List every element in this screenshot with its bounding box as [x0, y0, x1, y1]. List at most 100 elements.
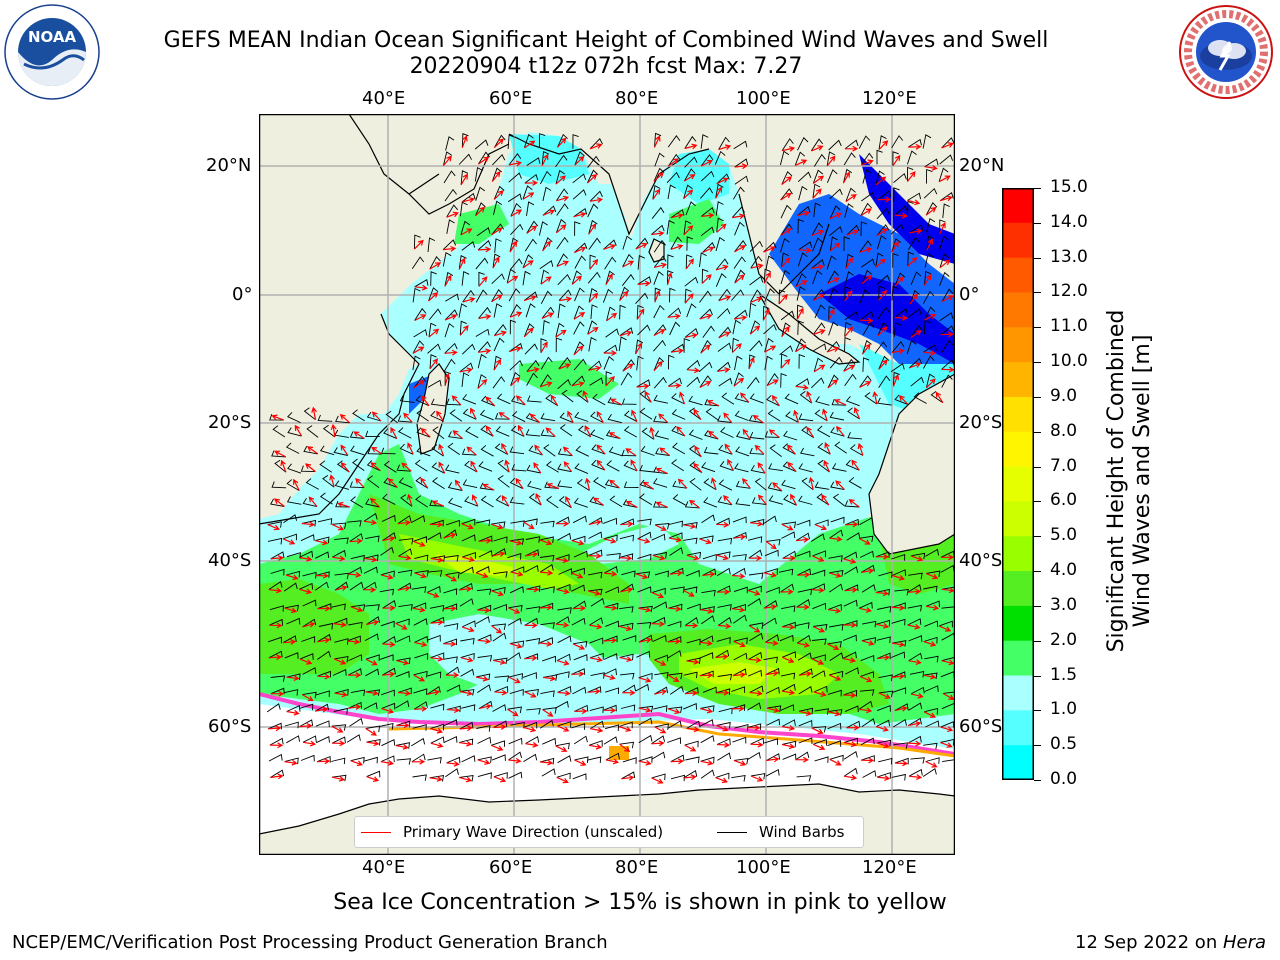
- colorbar-tick-label: 13.0: [1050, 246, 1088, 267]
- wave-direction-arrow: [429, 521, 444, 528]
- wind-barb: [689, 461, 703, 474]
- wind-barb: [763, 568, 778, 575]
- wind-barb: [299, 653, 314, 660]
- wave-direction-arrow: [670, 213, 684, 219]
- wind-barb: [653, 394, 668, 404]
- wind-barb: [588, 219, 598, 235]
- wave-direction-arrow: [637, 537, 651, 544]
- wind-barb: [684, 740, 699, 748]
- wave-direction-arrow: [491, 227, 503, 236]
- wind-barb: [769, 444, 782, 457]
- wave-direction-arrow: [556, 260, 570, 267]
- wind-barb: [780, 672, 796, 680]
- wind-barb: [811, 569, 826, 577]
- wind-barb: [907, 604, 922, 612]
- wind-barb: [844, 705, 859, 713]
- wind-barb: [587, 320, 598, 335]
- wind-barb: [844, 373, 857, 387]
- wind-barb: [491, 167, 502, 182]
- wind-barb: [397, 687, 412, 695]
- wave-direction-arrow: [459, 690, 473, 696]
- wind-barb: [876, 772, 891, 779]
- wind-barb: [672, 480, 687, 489]
- wind-barb: [317, 518, 333, 525]
- wave-direction-arrow: [545, 427, 556, 437]
- wave-direction-arrow: [878, 140, 889, 151]
- wave-direction-arrow: [589, 656, 603, 663]
- wind-barb: [798, 241, 813, 251]
- wind-barb: [618, 721, 633, 729]
- wind-barb: [588, 740, 603, 747]
- wave-direction-arrow: [844, 326, 854, 338]
- wave-direction-arrow: [541, 312, 555, 319]
- wave-direction-arrow: [492, 551, 506, 558]
- wave-direction-arrow: [413, 540, 426, 547]
- wave-direction-arrow: [268, 654, 283, 661]
- wave-direction-arrow: [845, 194, 857, 202]
- wind-barb: [667, 720, 682, 729]
- wind-barb: [704, 398, 719, 407]
- wave-direction-arrow: [491, 171, 501, 182]
- wind-barb: [461, 192, 476, 203]
- wind-barb: [588, 516, 603, 525]
- wind-barb: [459, 689, 475, 696]
- wind-barb: [380, 755, 395, 763]
- wind-barb: [334, 480, 350, 490]
- wind-barb: [411, 737, 426, 747]
- wind-barb: [910, 325, 923, 338]
- wind-barb: [573, 550, 588, 558]
- wave-direction-arrow: [507, 708, 519, 717]
- wind-barb: [461, 518, 476, 526]
- wind-barb: [748, 669, 762, 677]
- wave-direction-arrow: [466, 446, 477, 456]
- wind-barb: [430, 723, 445, 731]
- wave-direction-arrow: [908, 721, 922, 727]
- wave-direction-arrow: [445, 574, 457, 582]
- wind-barb: [654, 570, 669, 578]
- colorbar-tick-label: 0.0: [1050, 769, 1078, 789]
- wave-direction-arrow: [940, 726, 954, 732]
- wind-barb: [638, 705, 654, 713]
- wave-direction-arrow: [653, 329, 666, 337]
- wind-barb: [829, 226, 843, 237]
- wind-barb: [843, 689, 858, 697]
- wind-barb: [268, 753, 283, 762]
- wind-barb: [429, 354, 437, 369]
- wave-direction-arrow: [524, 622, 538, 629]
- wave-direction-arrow: [411, 758, 426, 765]
- wind-barb: [480, 495, 494, 508]
- wind-barb: [700, 735, 715, 744]
- wind-barb: [814, 304, 826, 319]
- wind-barb: [716, 217, 724, 233]
- lat-label-right: 20°N: [959, 155, 1005, 176]
- wind-barb: [667, 270, 674, 285]
- wind-barb: [667, 254, 674, 269]
- wind-barb: [810, 533, 825, 542]
- wind-barb: [400, 494, 413, 507]
- wave-direction-arrow: [371, 446, 383, 455]
- wind-barb: [572, 686, 587, 695]
- wind-barb: [924, 620, 939, 628]
- wind-barb: [509, 688, 524, 696]
- wave-direction-arrow: [459, 367, 473, 374]
- wave-direction-arrow: [625, 448, 637, 457]
- wind-barb: [941, 374, 953, 388]
- wind-barb: [640, 445, 655, 456]
- wind-barb: [684, 501, 700, 509]
- wind-barb: [607, 413, 622, 424]
- wind-barb: [780, 310, 795, 321]
- wave-direction-arrow: [446, 760, 460, 767]
- wave-direction-arrow: [781, 624, 796, 631]
- wind-barb: [639, 407, 653, 420]
- wave-direction-arrow: [269, 742, 284, 749]
- wave-direction-arrow: [494, 330, 507, 337]
- wind-barb: [638, 756, 653, 763]
- wave-direction-arrow: [430, 727, 444, 734]
- wind-barb: [416, 409, 429, 422]
- wind-barb: [845, 459, 860, 471]
- wind-barb: [462, 479, 478, 489]
- wind-barb: [576, 478, 590, 491]
- wind-barb: [510, 223, 524, 236]
- wind-barb: [508, 737, 523, 745]
- wave-direction-arrow: [677, 478, 688, 489]
